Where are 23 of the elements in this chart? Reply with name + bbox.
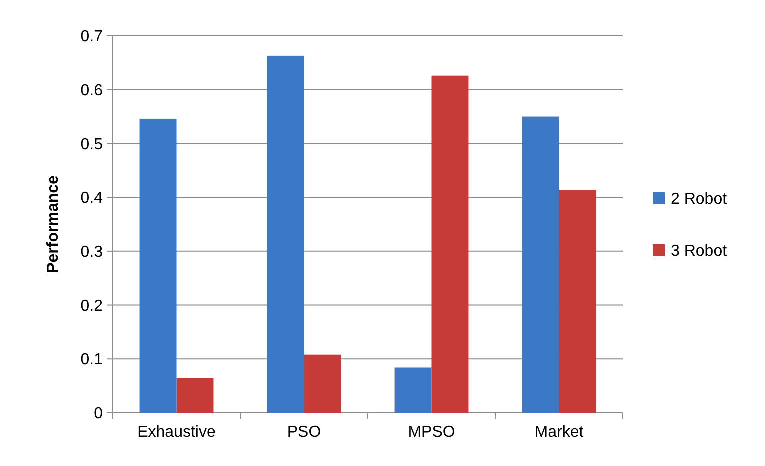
bar <box>394 368 432 413</box>
x-tick-label: PSO <box>287 424 322 441</box>
bar <box>304 354 342 413</box>
bar <box>522 116 560 413</box>
y-tick-label: 0.5 <box>80 136 104 154</box>
y-tick-label: 0.6 <box>80 82 104 100</box>
y-tick-label: 0 <box>94 406 104 423</box>
y-tick-label: 0.1 <box>80 352 104 369</box>
legend-label: 2 Robot <box>671 191 728 208</box>
bar <box>140 118 177 413</box>
bar <box>559 190 596 413</box>
y-tick-label: 0.7 <box>80 28 104 46</box>
bar <box>267 56 304 413</box>
bar <box>176 378 214 413</box>
x-tick-label: Exhaustive <box>138 424 216 441</box>
legend-label: 3 Robot <box>671 243 728 260</box>
y-axis-title: Performance <box>45 175 62 274</box>
y-tick-label: 0.2 <box>80 298 104 315</box>
y-tick-label: 0.4 <box>80 190 104 208</box>
x-tick-label: MPSO <box>408 424 456 441</box>
x-tick-label: Market <box>534 424 584 441</box>
bar <box>432 76 469 413</box>
y-tick-label: 0.3 <box>80 244 104 262</box>
